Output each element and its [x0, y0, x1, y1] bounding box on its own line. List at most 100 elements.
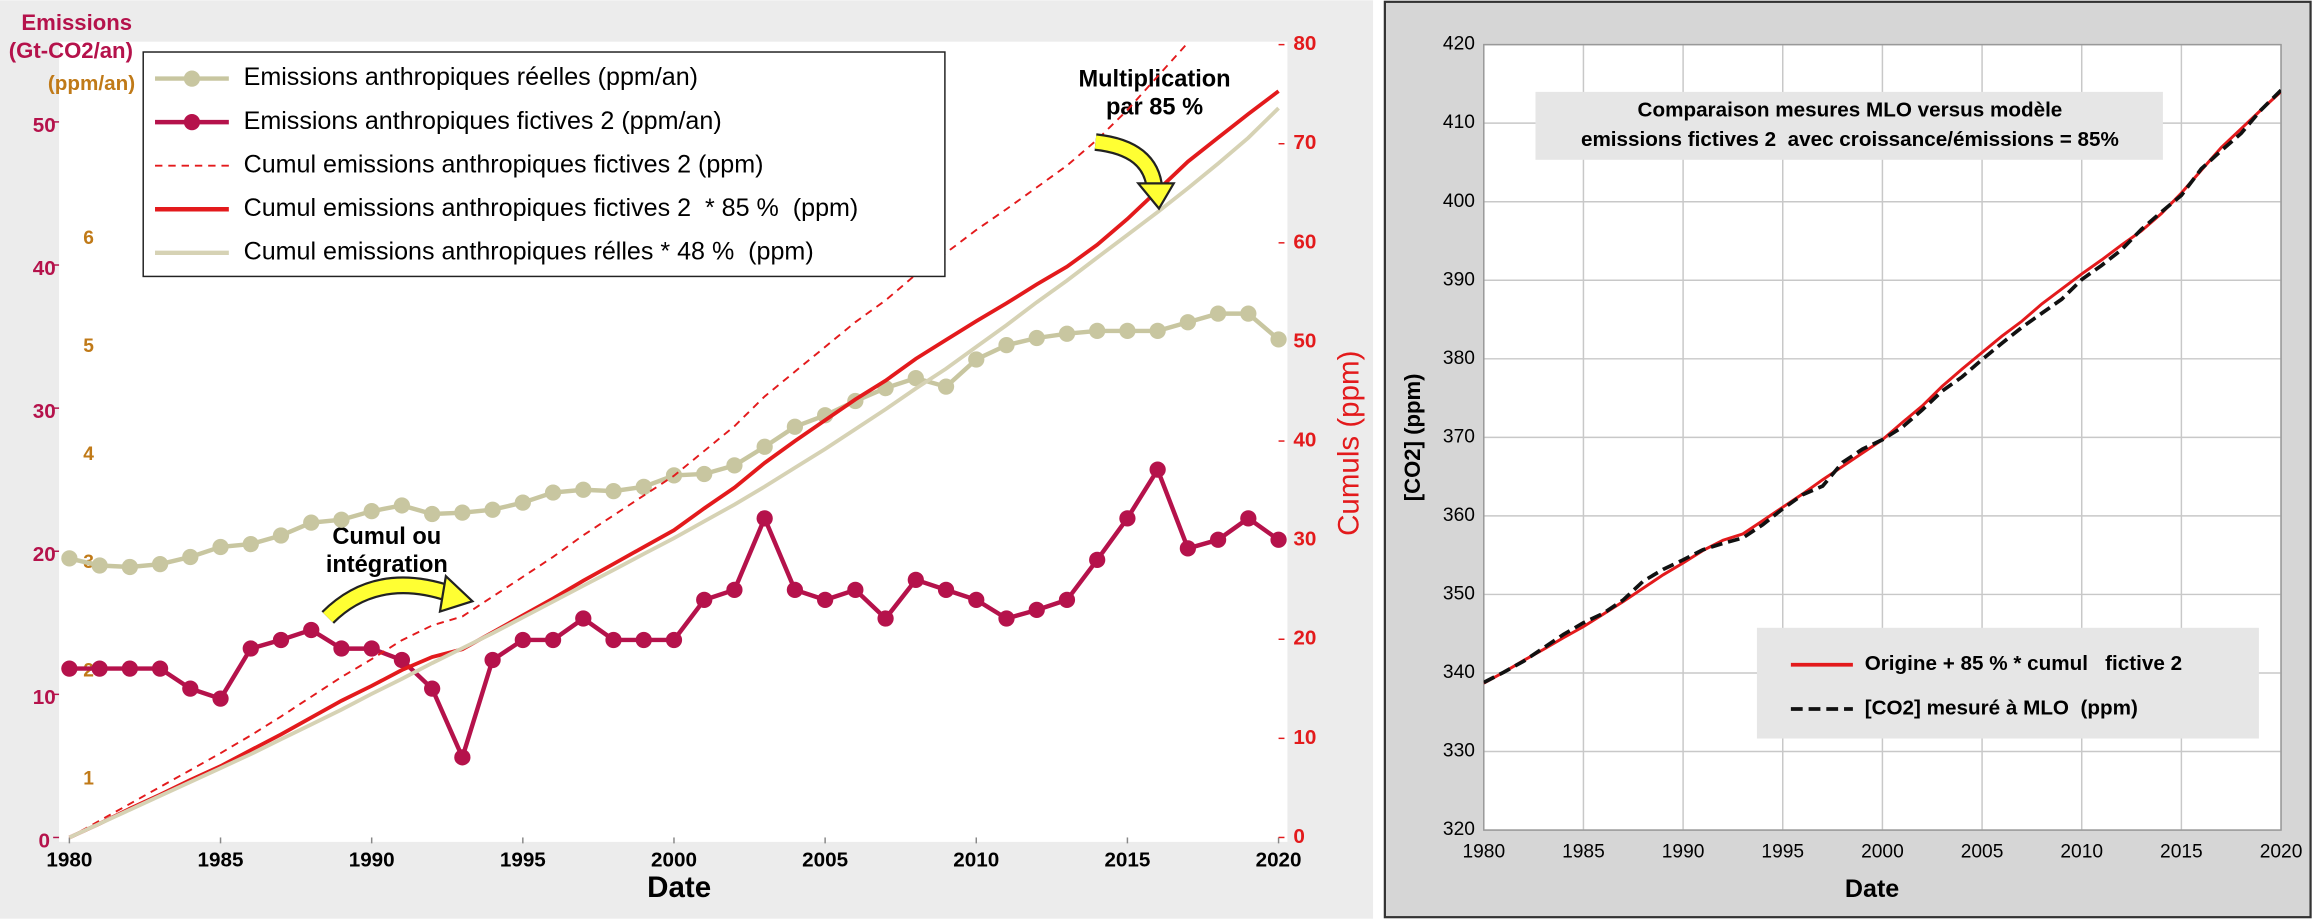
legend-label: Cumul emissions anthropiques fictives 2 …: [244, 194, 859, 222]
data-point: [91, 557, 108, 574]
x-tick-label: 1990: [349, 849, 395, 872]
data-point: [1149, 461, 1166, 478]
data-point: [575, 481, 592, 498]
y3-tick-label: 5: [83, 336, 94, 357]
legend-marker: [183, 114, 201, 131]
data-point: [151, 555, 169, 573]
data-point: [182, 680, 199, 697]
y-tick-label: 400: [1443, 191, 1475, 212]
data-point: [242, 535, 259, 553]
y-tick-label: 330: [1443, 741, 1475, 762]
data-point: [756, 510, 773, 527]
x-tick-label: 2015: [1104, 849, 1150, 872]
chart-title: emissions fictives 2 avec croissance/émi…: [1581, 128, 2119, 151]
y3-axis-label: (ppm/an): [48, 72, 135, 95]
x-tick-label: 1995: [500, 849, 546, 872]
y-tick-label: 380: [1443, 348, 1475, 369]
plot-frame: [1483, 43, 2282, 831]
data-point: [424, 680, 441, 697]
data-point: [605, 631, 622, 649]
y3-tick-label: 1: [83, 768, 94, 789]
data-point: [393, 651, 411, 669]
y-axis-label: [CO2] (ppm): [1400, 373, 1425, 501]
y-tick-label: 340: [1443, 662, 1475, 683]
data-point: [484, 501, 501, 518]
data-point: [303, 621, 320, 639]
chart-title: Comparaison mesures MLO versus modèle: [1638, 99, 2063, 122]
data-point: [454, 504, 471, 521]
data-point: [1089, 322, 1106, 339]
data-point: [514, 631, 531, 649]
x-tick-label: 2005: [1961, 841, 2004, 862]
arrow-head: [1135, 182, 1176, 211]
y2-tick-label: 60: [1293, 230, 1316, 253]
data-point: [333, 511, 350, 528]
data-point: [91, 660, 108, 677]
data-point: [514, 494, 531, 511]
y-tick-label: 390: [1443, 269, 1475, 290]
data-point: [1119, 510, 1136, 527]
x-tick-label: 2000: [1861, 841, 1904, 862]
data-point: [363, 503, 380, 520]
data-point: [1240, 305, 1257, 322]
y2-tick-label: 30: [1293, 528, 1316, 551]
data-point: [1179, 540, 1196, 557]
data-point: [242, 640, 259, 657]
legend-label: Emissions anthropiques réelles (ppm/an): [244, 63, 698, 91]
data-point: [212, 538, 229, 556]
data-point: [484, 651, 501, 669]
arrows: [321, 133, 1176, 624]
data-point: [212, 690, 229, 707]
data-point: [726, 581, 743, 598]
data-point: [424, 505, 441, 523]
y2-tick-label: 40: [1293, 428, 1316, 451]
x-tick-label: 2000: [651, 849, 697, 872]
data-point: [61, 660, 78, 677]
y3-tick-label: 6: [83, 228, 94, 249]
data-point: [1270, 331, 1287, 348]
data-point: [1270, 531, 1287, 548]
data-point: [998, 337, 1015, 354]
data-point: [877, 610, 894, 627]
y-axis-label: Emissions: [21, 10, 132, 35]
x-tick-label: 1985: [198, 849, 244, 872]
data-point: [696, 591, 713, 609]
data-point: [756, 438, 773, 455]
data-point: [1179, 314, 1196, 331]
y-tick-label: 0: [39, 829, 51, 852]
arrow-head: [438, 573, 475, 614]
y2-tick-label: 10: [1293, 726, 1316, 749]
data-point: [696, 465, 713, 483]
x-tick-label: 2005: [802, 849, 848, 872]
data-point: [454, 749, 471, 766]
y2-tick-label: 20: [1293, 627, 1316, 650]
line-series: [68, 106, 1280, 840]
data-point: [1119, 322, 1136, 339]
data-point: [937, 581, 955, 598]
legend-box: [142, 51, 946, 278]
data-point: [333, 640, 350, 657]
data-point: [1058, 325, 1076, 342]
arrow-body: [323, 578, 453, 623]
x-tick-label: 2020: [2260, 841, 2303, 862]
data-point: [605, 483, 622, 500]
y-tick-label: 420: [1443, 34, 1475, 55]
legend-label: [CO2] mesuré à MLO (ppm): [1865, 696, 2138, 719]
data-point: [665, 631, 683, 649]
data-point: [1149, 322, 1166, 339]
data-point: [272, 631, 290, 649]
x-tick-label: 2010: [953, 849, 999, 872]
data-point: [1058, 591, 1076, 609]
data-point: [635, 631, 652, 649]
data-point: [61, 550, 78, 567]
y-tick-label: 30: [33, 400, 56, 423]
legend-label: Cumul emissions anthropiques fictives 2 …: [244, 150, 764, 178]
data-point: [1209, 305, 1227, 322]
data-point: [121, 558, 138, 576]
y-tick-label: 360: [1443, 505, 1475, 526]
data-point: [968, 351, 985, 368]
data-point: [363, 640, 380, 657]
legend-label: Emissions anthropiques fictives 2 (ppm/a…: [244, 107, 722, 135]
x-tick-label: 1985: [1562, 841, 1605, 862]
annotation: intégration: [326, 552, 448, 578]
